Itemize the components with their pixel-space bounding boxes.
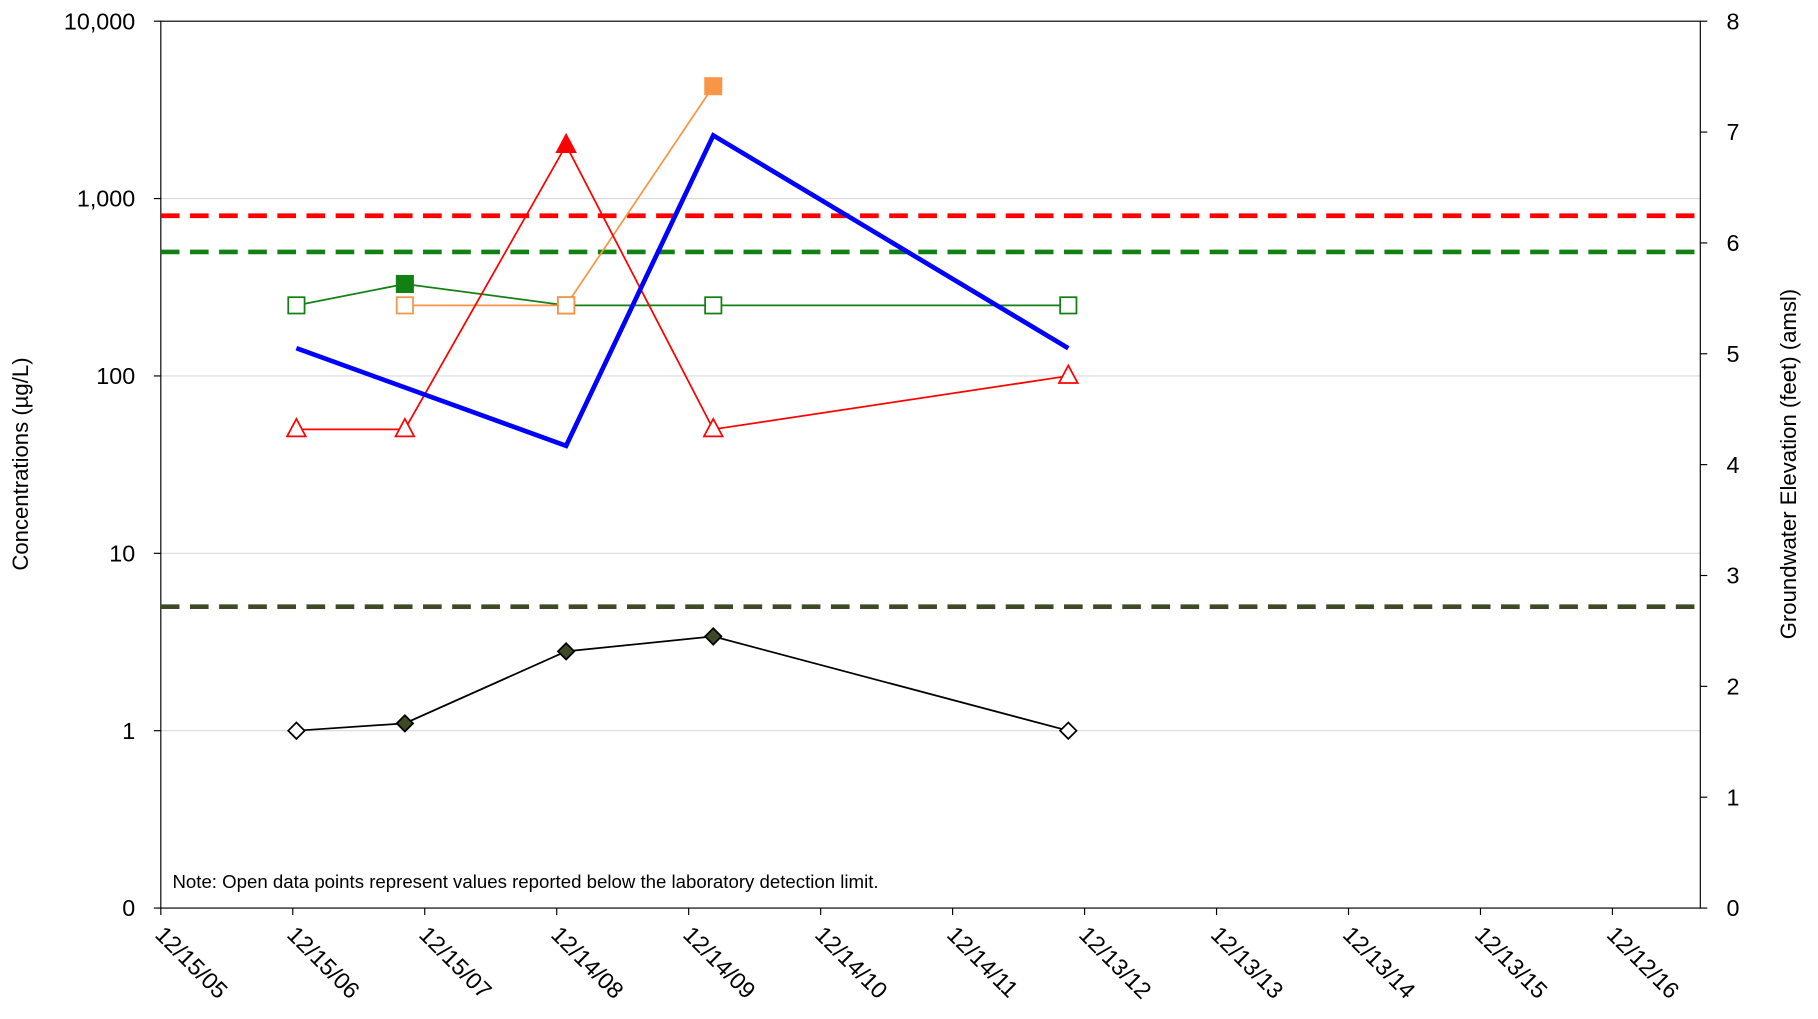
marker (702, 416, 725, 438)
y-tick-label: 0 (122, 895, 135, 921)
x-tick-label: 12/14/11 (942, 921, 1023, 1002)
y-tick-label: 10 (109, 540, 135, 566)
series-line (404, 85, 714, 307)
x-tick-label: 12/12/16 (1602, 921, 1685, 1004)
y2-tick-label: 6 (1726, 230, 1739, 256)
series-line (296, 635, 1069, 732)
y2-tick-label: 7 (1726, 119, 1739, 145)
x-tick-label: 12/13/14 (1338, 921, 1421, 1004)
y-tick-label: 1,000 (77, 186, 135, 212)
annotation: Note: Open data points represent values … (172, 871, 878, 892)
marker (287, 296, 306, 315)
marker (285, 416, 308, 438)
marker (556, 641, 576, 661)
x-tick-label: 12/15/07 (414, 921, 497, 1004)
marker (703, 627, 723, 646)
marker (1059, 296, 1078, 315)
y2-tick-label: 8 (1726, 8, 1739, 34)
y-tick-label: 100 (96, 363, 135, 389)
x-tick-label: 12/14/09 (678, 921, 761, 1004)
marker (394, 416, 416, 438)
marker (395, 296, 414, 315)
y2-tick-label: 1 (1726, 784, 1739, 810)
marker (555, 132, 577, 154)
series-line (295, 132, 1070, 449)
marker (395, 274, 414, 294)
y-axis-label: Concentrations (µg/L) (8, 357, 33, 570)
y2-tick-label: 0 (1726, 895, 1739, 921)
y2-tick-label: 4 (1726, 452, 1739, 478)
x-tick-label: 12/15/06 (282, 921, 365, 1004)
x-tick-label: 12/13/13 (1206, 921, 1289, 1004)
marker (1058, 721, 1078, 741)
marker (704, 77, 723, 96)
marker (1057, 363, 1080, 384)
y2-tick-label: 2 (1726, 674, 1739, 700)
marker (287, 721, 306, 741)
marker (557, 296, 576, 315)
x-tick-label: 12/13/12 (1074, 921, 1157, 1004)
x-tick-label: 12/15/05 (150, 921, 233, 1004)
y2-axis-label: Groundwater Elevation (feet) (amsl) (1776, 289, 1801, 639)
y-tick-label: 10,000 (64, 8, 135, 34)
y2-tick-label: 3 (1726, 563, 1739, 589)
plot-frame (160, 20, 1701, 909)
marker (395, 713, 415, 733)
x-tick-label: 12/14/08 (546, 921, 629, 1004)
y-tick-label: 1 (122, 718, 135, 744)
x-tick-label: 12/14/10 (810, 921, 893, 1004)
marker (704, 296, 723, 315)
x-tick-label: 12/13/15 (1470, 921, 1553, 1004)
y2-tick-label: 5 (1726, 341, 1739, 367)
